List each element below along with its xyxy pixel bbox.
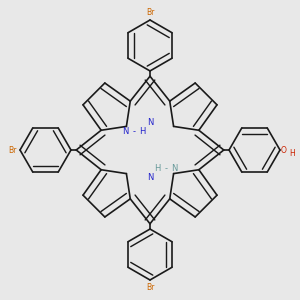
Text: -: - [133, 127, 136, 136]
Text: H: H [290, 149, 296, 158]
Text: N: N [147, 172, 153, 182]
Text: -: - [164, 164, 167, 173]
Text: H: H [154, 164, 161, 173]
Text: N: N [147, 118, 153, 127]
Text: O: O [281, 146, 287, 154]
Text: H: H [139, 127, 146, 136]
Text: Br: Br [146, 8, 154, 16]
Text: Br: Br [146, 284, 154, 292]
Text: N: N [171, 164, 178, 173]
Text: Br: Br [8, 146, 16, 154]
Text: N: N [122, 127, 129, 136]
